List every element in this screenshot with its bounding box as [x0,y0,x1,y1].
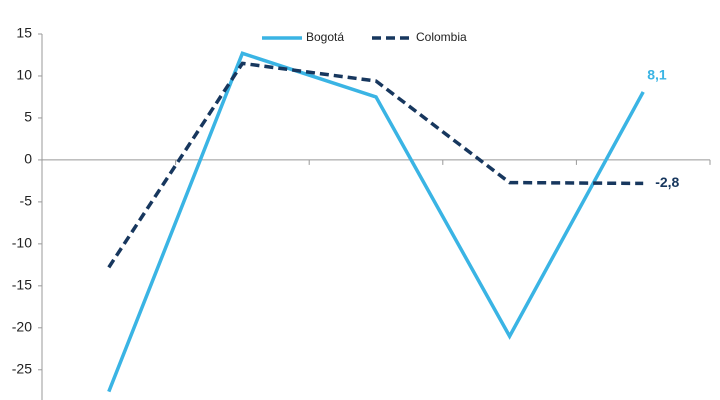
legend-label: Bogotá [306,30,344,44]
y-tick-label: -20 [12,319,32,335]
series-line [107,61,644,269]
legend-label: Colombia [416,30,467,44]
value-label: 8,1 [647,67,667,83]
y-tick-label: 15 [16,25,32,41]
y-tick-label: 0 [24,151,32,167]
y-tick-label: -25 [12,360,32,376]
y-tick-label: -15 [12,277,32,293]
value-label: -2,8 [655,174,679,190]
y-tick-label: -5 [20,193,33,209]
y-tick-label: 5 [24,109,32,125]
series-line [107,51,645,393]
y-tick-label: 10 [16,67,32,83]
y-tick-label: -10 [12,235,32,251]
